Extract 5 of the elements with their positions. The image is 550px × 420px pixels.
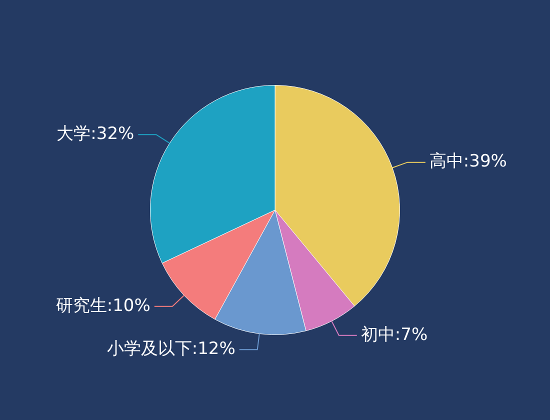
slice-label: 研究生:10% bbox=[56, 296, 150, 316]
slice-label: 小学及以下:12% bbox=[106, 339, 236, 360]
slice-label: 高中:39% bbox=[429, 152, 507, 172]
slice-label: 大学:32% bbox=[56, 124, 134, 144]
slice-label: 初中:7% bbox=[360, 324, 428, 345]
